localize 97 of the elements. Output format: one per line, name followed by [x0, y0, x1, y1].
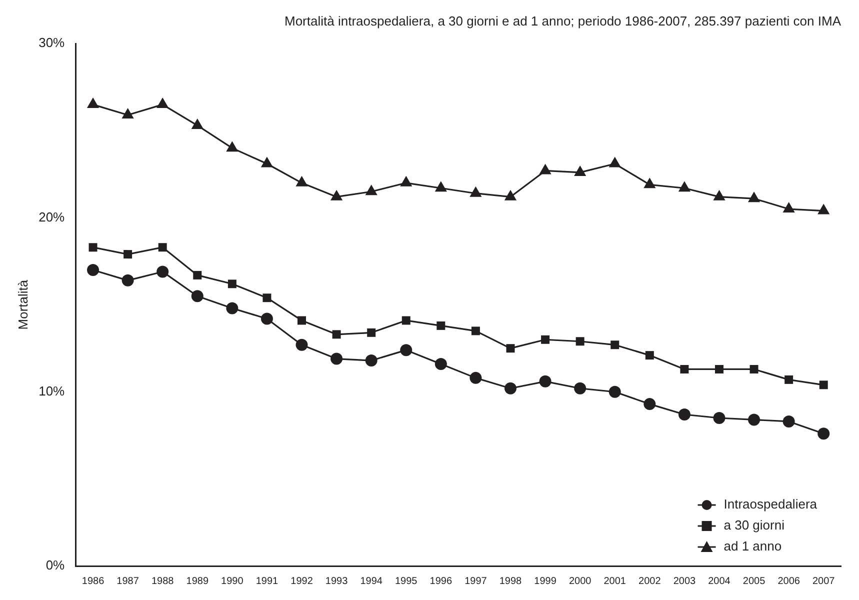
point: [608, 386, 621, 398]
point: [504, 190, 517, 200]
legend-label: a 30 giorni: [724, 518, 785, 533]
point: [260, 312, 273, 325]
point: [434, 181, 447, 192]
x-tick-label: 2006: [778, 576, 800, 587]
point: [818, 428, 830, 440]
point: [750, 364, 758, 374]
point: [296, 338, 308, 351]
point: [124, 250, 132, 259]
point: [574, 165, 586, 176]
point: [260, 156, 274, 168]
legend-label: ad 1 anno: [724, 538, 782, 554]
x-tick-label: 2005: [742, 576, 766, 587]
point: [470, 186, 482, 197]
point: [539, 375, 552, 388]
legend-label: Intraospedaliera: [724, 496, 818, 512]
point: [228, 280, 236, 288]
x-tick-label: 1996: [430, 576, 452, 587]
point: [784, 375, 794, 384]
point: [819, 380, 828, 390]
point: [644, 398, 656, 410]
point: [436, 321, 446, 330]
point: [680, 364, 689, 374]
point: [87, 264, 100, 276]
x-tick-label: 1988: [151, 576, 174, 587]
point: [782, 202, 795, 213]
point: [402, 316, 410, 325]
point: [332, 330, 341, 339]
point: [226, 141, 238, 152]
point: [156, 98, 169, 108]
point: [226, 302, 238, 314]
point: [122, 108, 134, 118]
point: [678, 408, 690, 421]
x-tick-label: 1994: [360, 576, 383, 587]
point: [608, 156, 621, 168]
point: [262, 294, 272, 302]
point: [330, 352, 343, 365]
y-tick-label: 30%: [38, 35, 66, 50]
point: [748, 192, 760, 202]
point: [678, 181, 691, 192]
point: [400, 176, 412, 186]
point: [191, 290, 204, 302]
point: [818, 204, 830, 214]
point: [158, 243, 167, 252]
point: [470, 372, 482, 384]
x-tick-label: 2002: [638, 576, 662, 587]
x-tick-label: 1991: [256, 576, 279, 587]
point: [122, 274, 134, 286]
point: [88, 243, 98, 252]
x-tick-label: 1995: [395, 576, 418, 587]
point: [400, 344, 412, 356]
x-tick-label: 1998: [499, 576, 522, 587]
point: [504, 382, 516, 394]
point: [193, 270, 202, 280]
point: [782, 415, 795, 428]
point: [506, 344, 515, 353]
x-tick-label: 2000: [568, 576, 592, 587]
y-tick-label: 10%: [38, 383, 66, 398]
point: [576, 337, 584, 346]
x-tick-label: 1997: [464, 576, 488, 587]
y-tick-label: 0%: [46, 558, 66, 573]
point: [610, 340, 620, 350]
x-tick-label: 1992: [290, 576, 314, 587]
point: [191, 118, 204, 129]
point: [296, 176, 308, 186]
point: [330, 190, 343, 200]
x-tick-label: 1987: [116, 576, 140, 587]
chart-title: Mortalità intraospedaliera, a 30 giorni e ad 1 anno; periodo 1986-2007, 285.397 pazienti con IMA: [284, 13, 842, 28]
point: [434, 358, 447, 370]
point: [367, 328, 376, 337]
point: [713, 190, 726, 200]
point: [156, 266, 169, 278]
x-tick-label: 2007: [812, 576, 836, 587]
point: [645, 351, 654, 360]
point: [644, 178, 656, 188]
x-tick-label: 2004: [708, 576, 731, 587]
point: [365, 354, 378, 367]
point: [539, 164, 552, 174]
point: [86, 98, 100, 108]
point: [365, 184, 378, 196]
x-tick-label: 2003: [673, 576, 696, 587]
x-tick-label: 1999: [534, 576, 557, 587]
y-axis-title: Mortalità: [15, 279, 30, 330]
point: [714, 364, 724, 374]
x-tick-label: 1986: [82, 576, 105, 587]
x-tick-label: 1993: [325, 576, 348, 587]
point: [471, 326, 480, 336]
point: [541, 335, 550, 344]
x-tick-label: 1989: [186, 576, 209, 587]
point: [748, 414, 760, 426]
point: [574, 382, 586, 394]
y-tick-label: 20%: [38, 209, 66, 224]
point: [298, 316, 306, 325]
x-tick-label: 1990: [221, 576, 244, 587]
point: [713, 412, 726, 424]
x-tick-label: 2001: [604, 576, 626, 587]
